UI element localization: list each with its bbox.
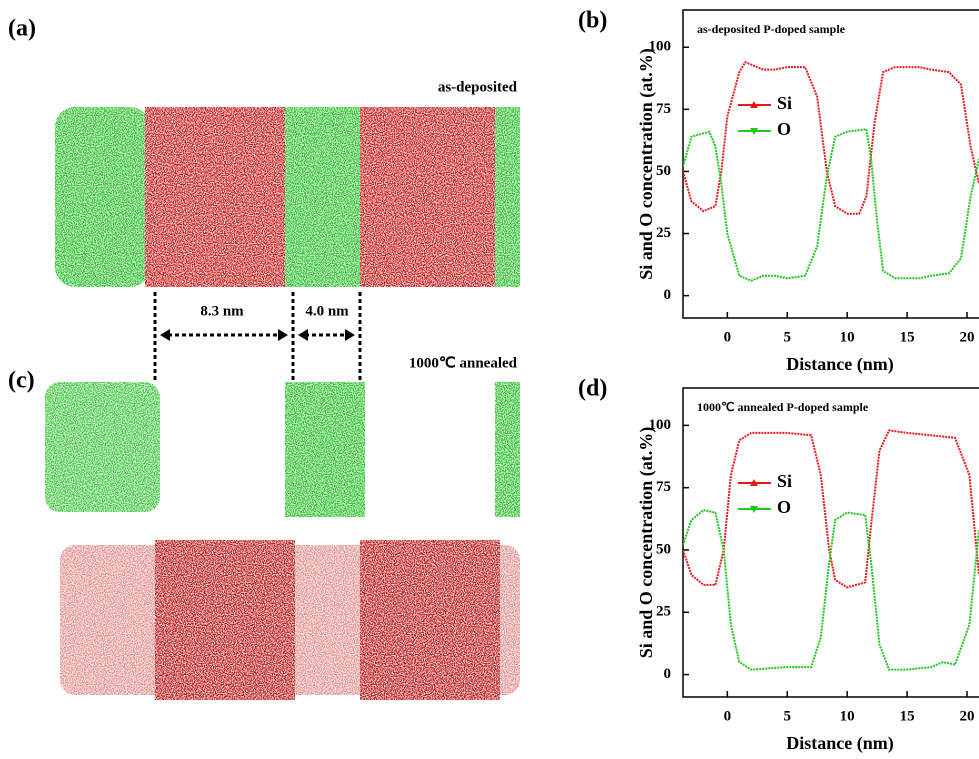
panel-label: (c) [8,368,35,394]
y-axis-label: Si and O concentration (at.%) [636,48,657,280]
arrowhead [160,329,170,341]
arrowhead [278,329,288,341]
arrowheads [160,329,355,341]
arrowhead [298,329,308,341]
x-axis-label: Distance (nm) [786,733,893,754]
si-band [155,540,295,700]
y-tick-label: 0 [664,666,672,682]
legend-label: O [777,119,791,139]
plot-area [683,429,979,671]
series-line [683,60,979,215]
o-band [55,107,150,287]
chart-title: as-deposited P-doped sample [697,22,846,36]
x-tick-label: 15 [900,329,915,345]
series-line [683,429,979,589]
legend-label: Si [777,471,792,491]
guides [153,292,362,382]
o-band [285,382,365,517]
arrowhead [345,329,355,341]
y-tick-label: 75 [656,101,671,117]
y-tick-label: 75 [656,479,671,495]
y-tick-label: 25 [656,604,671,620]
x-tick-label: 0 [724,708,732,724]
o-band [495,107,520,287]
spacing-label: 4.0 nm [305,303,349,319]
o-band [495,382,520,517]
x-tick-label: 20 [960,329,975,345]
atom-map-top [55,107,520,287]
x-tick-label: 5 [784,329,792,345]
o-band [45,382,160,512]
legend-label: O [777,497,791,517]
panel-label: (a) [8,16,36,42]
y-tick-label: 50 [656,163,671,179]
x-tick-label: 10 [840,708,855,724]
plot-area [683,60,979,282]
si-band [145,107,290,287]
chart-title: 1000℃ annealed P-doped sample [697,400,869,414]
atom-map-bottom [45,382,520,700]
legend-marker [750,506,758,513]
y-tick-label: 50 [656,541,671,557]
series-line [683,128,979,282]
o-band [285,107,363,287]
spacing-label: 8.3 nm [200,303,244,319]
y-tick-label: 25 [656,225,671,241]
x-axis-label: Distance (nm) [786,354,893,375]
si-band [360,540,500,700]
legend-marker [750,101,758,108]
legend-label: Si [777,93,792,113]
si-band [360,107,498,287]
image-label: as-deposited [438,79,518,95]
x-tick-label: 10 [840,329,855,345]
legend-marker [750,479,758,486]
x-tick-label: 5 [784,708,792,724]
y-tick-label: 0 [664,287,672,303]
x-tick-label: 15 [900,708,915,724]
legend-marker [750,128,758,135]
panel-label: (d) [578,376,607,402]
x-tick-label: 20 [960,708,975,724]
image-label: 1000℃ annealed [409,355,518,371]
y-tick-label: 100 [649,417,672,433]
panel-label: (b) [578,8,607,34]
y-tick-label: 100 [649,39,672,55]
plot-frame [682,9,979,319]
y-axis-label: Si and O concentration (at.%) [636,427,657,659]
plot-frame [682,387,979,698]
series-line [683,509,979,671]
x-tick-label: 0 [724,329,732,345]
